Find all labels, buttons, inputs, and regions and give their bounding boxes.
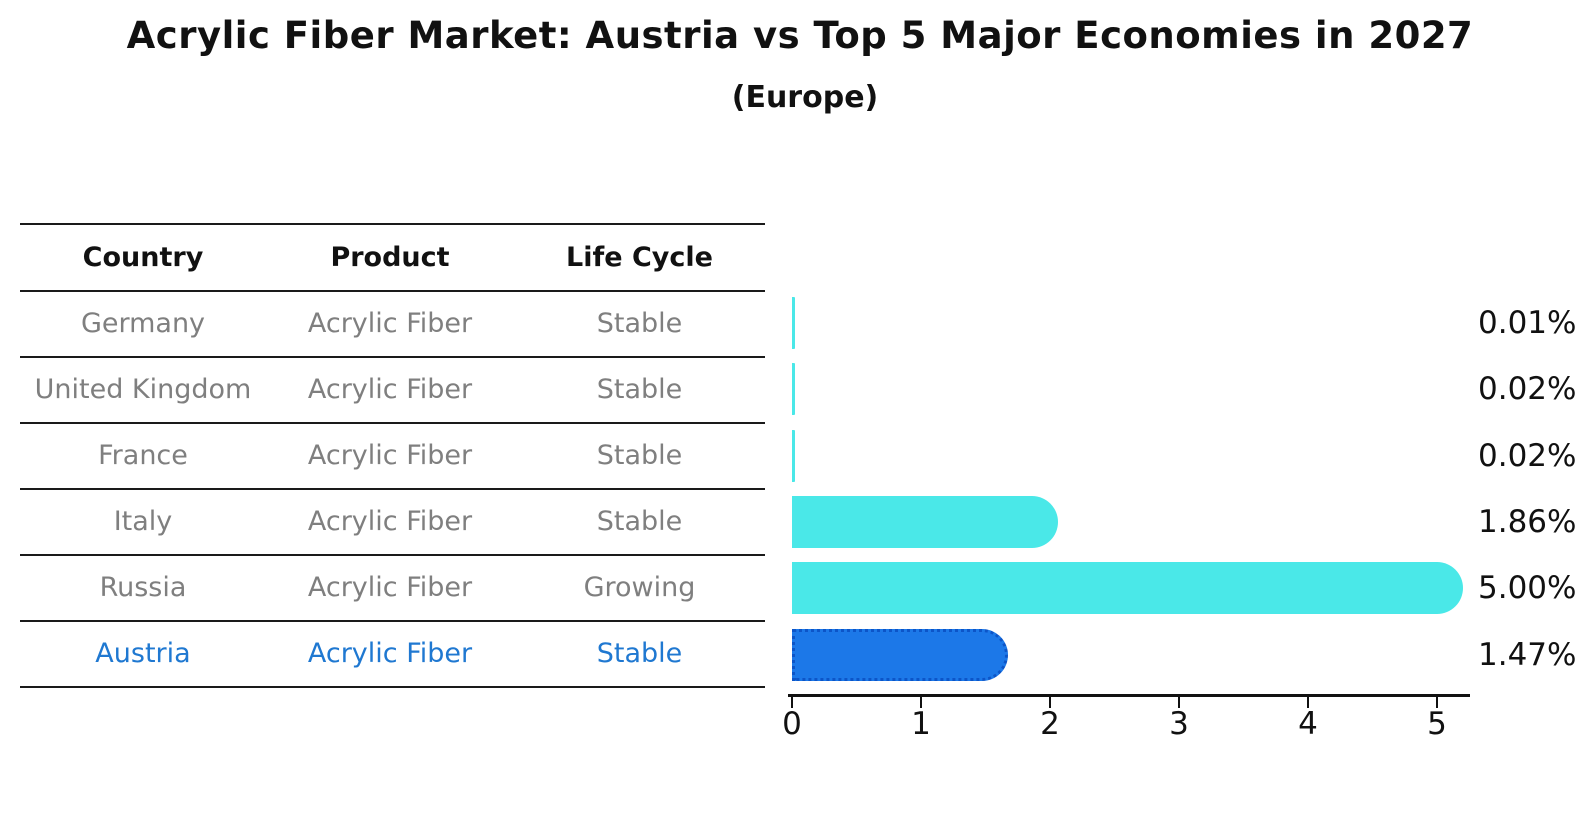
- table-row-russia: Russia Acrylic Fiber Growing: [20, 556, 765, 622]
- cell-product: Acrylic Fiber: [307, 638, 473, 669]
- cell-country: United Kingdom: [34, 374, 252, 405]
- cell-life-cycle: Growing: [583, 572, 696, 603]
- bar-value-label: 1.86%: [1478, 504, 1577, 541]
- x-tick-mark: [1306, 697, 1310, 708]
- chart-title: Acrylic Fiber Market: Austria vs Top 5 M…: [126, 14, 1474, 57]
- bar-value-label: 0.02%: [1478, 371, 1577, 408]
- column-header-product: Product: [330, 241, 450, 273]
- x-tick-label: 3: [1169, 706, 1189, 742]
- x-tick-label: 0: [782, 706, 802, 742]
- x-tick-mark: [1048, 697, 1052, 708]
- table-header-row: Country Product Life Cycle: [20, 225, 765, 292]
- cell-life-cycle: Stable: [596, 506, 683, 537]
- table-body: Germany Acrylic Fiber Stable United Kingdom…: [20, 292, 765, 688]
- cell-life-cycle: Stable: [596, 374, 683, 405]
- x-tick-label: 4: [1298, 706, 1318, 742]
- x-tick-mark: [1177, 697, 1181, 708]
- x-tick-label: 2: [1040, 706, 1060, 742]
- chart-subtitle: (Europe): [731, 80, 879, 115]
- bar-united-kingdom: [792, 363, 795, 416]
- bar-value-label: 5.00%: [1478, 570, 1577, 607]
- table-row-austria: Austria Acrylic Fiber Stable: [20, 622, 765, 688]
- x-tick-mark: [1435, 697, 1439, 708]
- cell-country: Russia: [99, 572, 187, 603]
- cell-product: Acrylic Fiber: [307, 440, 473, 471]
- bar-russia: [792, 562, 1463, 615]
- bar-value-label: 1.47%: [1478, 636, 1577, 673]
- cell-life-cycle: Stable: [596, 638, 683, 669]
- cell-country: Italy: [113, 506, 173, 537]
- cell-life-cycle: Stable: [596, 440, 683, 471]
- bar-value-label: 0.02%: [1478, 437, 1577, 474]
- cell-product: Acrylic Fiber: [307, 308, 473, 339]
- cell-country: France: [98, 440, 188, 471]
- table-row-france: France Acrylic Fiber Stable: [20, 424, 765, 490]
- table-row-italy: Italy Acrylic Fiber Stable: [20, 490, 765, 556]
- column-header-life-cycle: Life Cycle: [566, 241, 713, 273]
- bar-value-label: 0.01%: [1478, 305, 1577, 342]
- table-row-germany: Germany Acrylic Fiber Stable: [20, 292, 765, 358]
- bar-france: [792, 429, 795, 482]
- cell-product: Acrylic Fiber: [307, 572, 473, 603]
- x-tick-label: 1: [911, 706, 931, 742]
- cell-country: Germany: [80, 308, 206, 339]
- cell-product: Acrylic Fiber: [307, 506, 473, 537]
- bar-austria: [792, 628, 1008, 681]
- bar-italy: [792, 496, 1058, 549]
- x-axis-line: [788, 694, 1470, 697]
- x-tick-mark: [790, 697, 794, 708]
- bar-germany: [792, 297, 795, 350]
- x-tick-label: 5: [1427, 706, 1447, 742]
- column-header-country: Country: [82, 241, 204, 273]
- x-tick-mark: [919, 697, 923, 708]
- cell-product: Acrylic Fiber: [307, 374, 473, 405]
- table-row-united-kingdom: United Kingdom Acrylic Fiber Stable: [20, 358, 765, 424]
- cell-country: Austria: [95, 638, 191, 669]
- country-info-table: Country Product Life Cycle Germany Acryli…: [20, 223, 765, 688]
- cell-life-cycle: Stable: [596, 308, 683, 339]
